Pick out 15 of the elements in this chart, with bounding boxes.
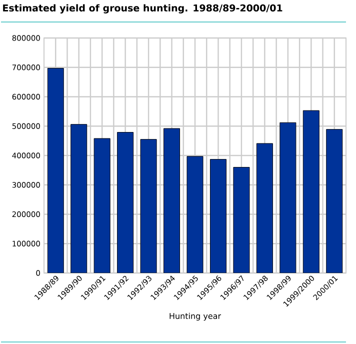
bar (164, 128, 180, 273)
bar (47, 68, 64, 273)
bar (140, 139, 157, 273)
bar (302, 110, 320, 273)
bar (117, 132, 134, 273)
bar (94, 138, 110, 273)
bar (70, 124, 88, 273)
x-axis-title: Hunting year (170, 312, 222, 321)
bar (326, 129, 343, 273)
bar (210, 159, 226, 273)
bar (233, 166, 250, 273)
bar (256, 143, 273, 273)
chart-title: Estimated yield of grouse hunting. 1988/89-2000/01 (3, 4, 282, 14)
bar (280, 122, 296, 273)
bar (186, 156, 204, 273)
